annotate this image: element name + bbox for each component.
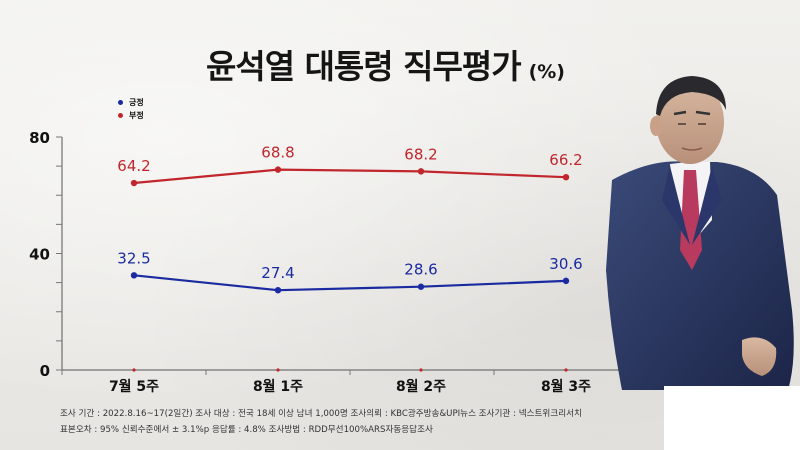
y-tick-label: 0 — [40, 362, 50, 380]
data-point — [562, 173, 570, 181]
data-point — [562, 277, 570, 285]
data-point — [417, 283, 425, 290]
x-category-tick — [564, 368, 568, 372]
data-point — [130, 272, 138, 279]
data-label: 64.2 — [117, 157, 150, 175]
x-tick-label: 8월 3주 — [541, 378, 591, 395]
data-point — [130, 179, 138, 187]
footnote-line-1: 조사 기간 : 2022.8.16~17(2일간) 조사 대상 : 전국 18세… — [60, 409, 582, 419]
legend-label: 부정 — [129, 111, 144, 120]
survey-footnote: 조사 기간 : 2022.8.16~17(2일간) 조사 대상 : 전국 18세… — [60, 406, 582, 438]
x-tick-label: 8월 1주 — [253, 378, 303, 395]
legend-item-negative: 부정 — [118, 109, 144, 122]
x-category-tick — [132, 368, 136, 372]
legend-item-positive: 긍정 — [118, 96, 144, 109]
series-line-positive — [133, 274, 567, 292]
data-label: 66.2 — [549, 151, 582, 169]
data-label: 68.8 — [261, 144, 294, 162]
x-tick-label: 8월 2주 — [396, 378, 446, 395]
y-tick-label: 40 — [29, 246, 50, 264]
data-label: 32.5 — [117, 249, 150, 267]
data-label: 30.6 — [549, 255, 582, 273]
data-point — [417, 168, 425, 175]
person-in-suit-photo — [606, 76, 794, 390]
x-category-tick — [276, 368, 280, 372]
chart-title: 윤석열 대통령 직무평가 (%) — [206, 40, 666, 88]
data-point — [274, 286, 282, 294]
title-unit: (%) — [528, 61, 565, 83]
legend-dot-icon — [118, 100, 123, 105]
y-tick-label: 80 — [29, 129, 50, 147]
x-tick-label: 7월 5주 — [109, 378, 159, 395]
data-label: 68.2 — [404, 145, 437, 163]
series-line-negative — [133, 168, 567, 185]
data-label: 28.6 — [404, 261, 437, 279]
legend-dot-icon — [118, 113, 123, 118]
title-text: 윤석열 대통령 직무평가 — [206, 47, 522, 86]
legend-label: 긍정 — [129, 98, 144, 107]
white-box — [664, 386, 800, 450]
data-point — [274, 166, 282, 173]
x-category-tick — [419, 368, 423, 372]
footnote-line-2: 표본오차 : 95% 신뢰수준에서 ± 3.1%p 응답률 : 4.8% 조사방… — [60, 425, 433, 435]
legend: 긍정 부정 — [118, 96, 144, 122]
data-label: 27.4 — [261, 264, 294, 282]
